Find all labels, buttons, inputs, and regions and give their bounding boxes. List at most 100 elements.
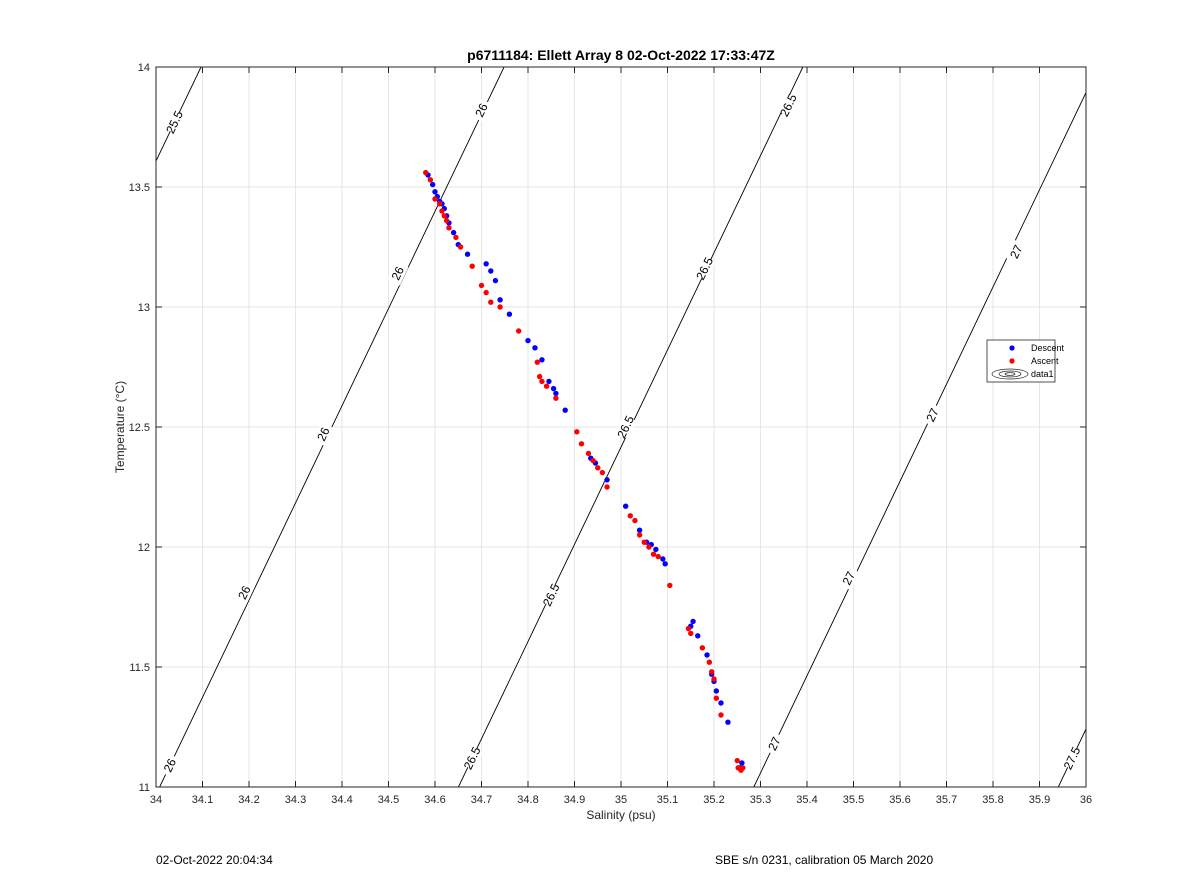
descent-point <box>604 477 610 483</box>
contour-label-bg <box>1061 746 1083 771</box>
contour-label-bg <box>694 256 716 281</box>
x-tick-label: 34.3 <box>285 794 306 806</box>
x-tick-label: 35.9 <box>1029 794 1050 806</box>
ascent-point <box>543 383 550 389</box>
ascent-point <box>713 695 720 701</box>
descent-point <box>636 527 643 533</box>
descent-point <box>506 311 513 317</box>
contour-label: 26 <box>389 264 408 282</box>
contour-label-bg <box>921 402 944 428</box>
x-tick-label: 35.4 <box>796 794 817 806</box>
contour-labels: 25.5262626262626.526.526.526.526.5272727… <box>159 92 1084 778</box>
descent-point <box>488 268 494 274</box>
contour-label-bg <box>777 93 800 118</box>
ascent-point <box>646 544 652 550</box>
x-tick-label: 34.9 <box>564 794 585 806</box>
x-axis-label: Salinity (psu) <box>586 808 655 822</box>
y-tick-label: 11.5 <box>129 662 150 674</box>
x-tick-label: 34.4 <box>331 794 352 806</box>
ascent-point <box>708 669 715 675</box>
y-tick-label: 12.5 <box>129 422 150 434</box>
ascent-point <box>667 582 673 589</box>
data-points <box>423 169 746 773</box>
x-tick-label: 35.7 <box>936 794 957 806</box>
ascent-point <box>446 225 452 231</box>
x-tick-label: 36 <box>1080 794 1092 806</box>
contour-label-bg <box>461 746 483 771</box>
descent-point <box>483 261 489 267</box>
legend-ascent-label: Ascent <box>1031 356 1059 366</box>
x-tick-label: 34.1 <box>192 794 213 806</box>
descent-point <box>690 618 696 625</box>
descent-point <box>450 229 457 236</box>
descent-point <box>704 652 710 658</box>
footer-timestamp: 02-Oct-2022 20:04:34 <box>156 853 273 867</box>
ascent-point <box>685 625 692 632</box>
ascent-point <box>427 177 434 183</box>
descent-point <box>492 277 499 284</box>
footer-calibration: SBE s/n 0231, calibration 05 March 2020 <box>715 853 934 867</box>
ascent-point <box>641 539 647 545</box>
contour-label: 27 <box>840 569 859 587</box>
contour-label: 26 <box>235 583 254 601</box>
descent-point <box>546 378 552 385</box>
contour-label-bg <box>838 566 860 591</box>
ascent-point <box>516 328 522 334</box>
descent-point <box>553 390 559 397</box>
descent-point <box>525 337 531 344</box>
descent-point <box>653 546 659 553</box>
x-tick-label: 34.8 <box>517 794 538 806</box>
ascent-point <box>585 450 592 457</box>
descent-point <box>718 700 724 706</box>
y-tick-label: 12 <box>138 542 150 554</box>
descent-point <box>429 181 436 188</box>
contour-label-bg <box>312 422 335 447</box>
x-tick-label: 35.1 <box>657 794 678 806</box>
contour-label: 26 <box>472 101 491 119</box>
contour-label-bg <box>615 414 637 440</box>
ascent-point <box>574 429 580 435</box>
y-axis-label: Temperature (°C) <box>113 381 127 473</box>
descent-point <box>713 688 720 694</box>
ascent-point <box>604 484 610 490</box>
legend: Descent Ascent data1 <box>986 339 1065 383</box>
descent-point <box>695 633 701 639</box>
contour-label-bg <box>540 582 562 608</box>
descent-point <box>532 345 538 351</box>
ascent-point <box>578 441 585 447</box>
contour-line-27 <box>753 91 1086 787</box>
legend-contour-icon <box>991 368 1029 380</box>
contour-label-bg <box>1005 239 1027 264</box>
contour-label: 26 <box>161 756 180 774</box>
descent-point <box>662 561 668 567</box>
x-tick-label: 34.5 <box>378 794 399 806</box>
ascent-point <box>443 217 450 224</box>
descent-point <box>739 760 745 766</box>
ascent-point <box>432 196 438 202</box>
chart-title: p6711184: Ellett Array 8 02-Oct-2022 17:… <box>467 47 775 63</box>
ascent-point <box>699 645 706 651</box>
ascent-point <box>534 359 540 365</box>
x-axis-ticks: 34 34.1 34.2 34.3 34.4 34.5 34.6 34.7 34.8 34.9 35… <box>150 67 1092 806</box>
x-tick-label: 34 <box>150 794 162 806</box>
y-axis-ticks: 11 11.5 12 12.5 13 13.5 14 <box>129 62 1086 794</box>
ascent-point <box>436 201 443 207</box>
ascent-point <box>650 551 657 557</box>
ascent-point <box>655 553 661 560</box>
y-tick-label: 11 <box>139 782 150 794</box>
ascent-point <box>441 213 447 219</box>
descent-point <box>725 719 731 725</box>
ascent-point <box>453 234 459 241</box>
contour-label-bg <box>387 261 409 286</box>
x-tick-label: 35.6 <box>889 794 910 806</box>
ascent-point <box>595 465 601 471</box>
ascent-point <box>636 532 643 538</box>
ascent-point <box>423 169 429 176</box>
descent-point <box>539 357 545 363</box>
descent-point <box>550 385 557 392</box>
x-tick-label: 34.6 <box>424 794 445 806</box>
descent-point <box>622 503 629 509</box>
ascent-point <box>457 244 464 250</box>
y-tick-label: 13.5 <box>129 182 150 194</box>
